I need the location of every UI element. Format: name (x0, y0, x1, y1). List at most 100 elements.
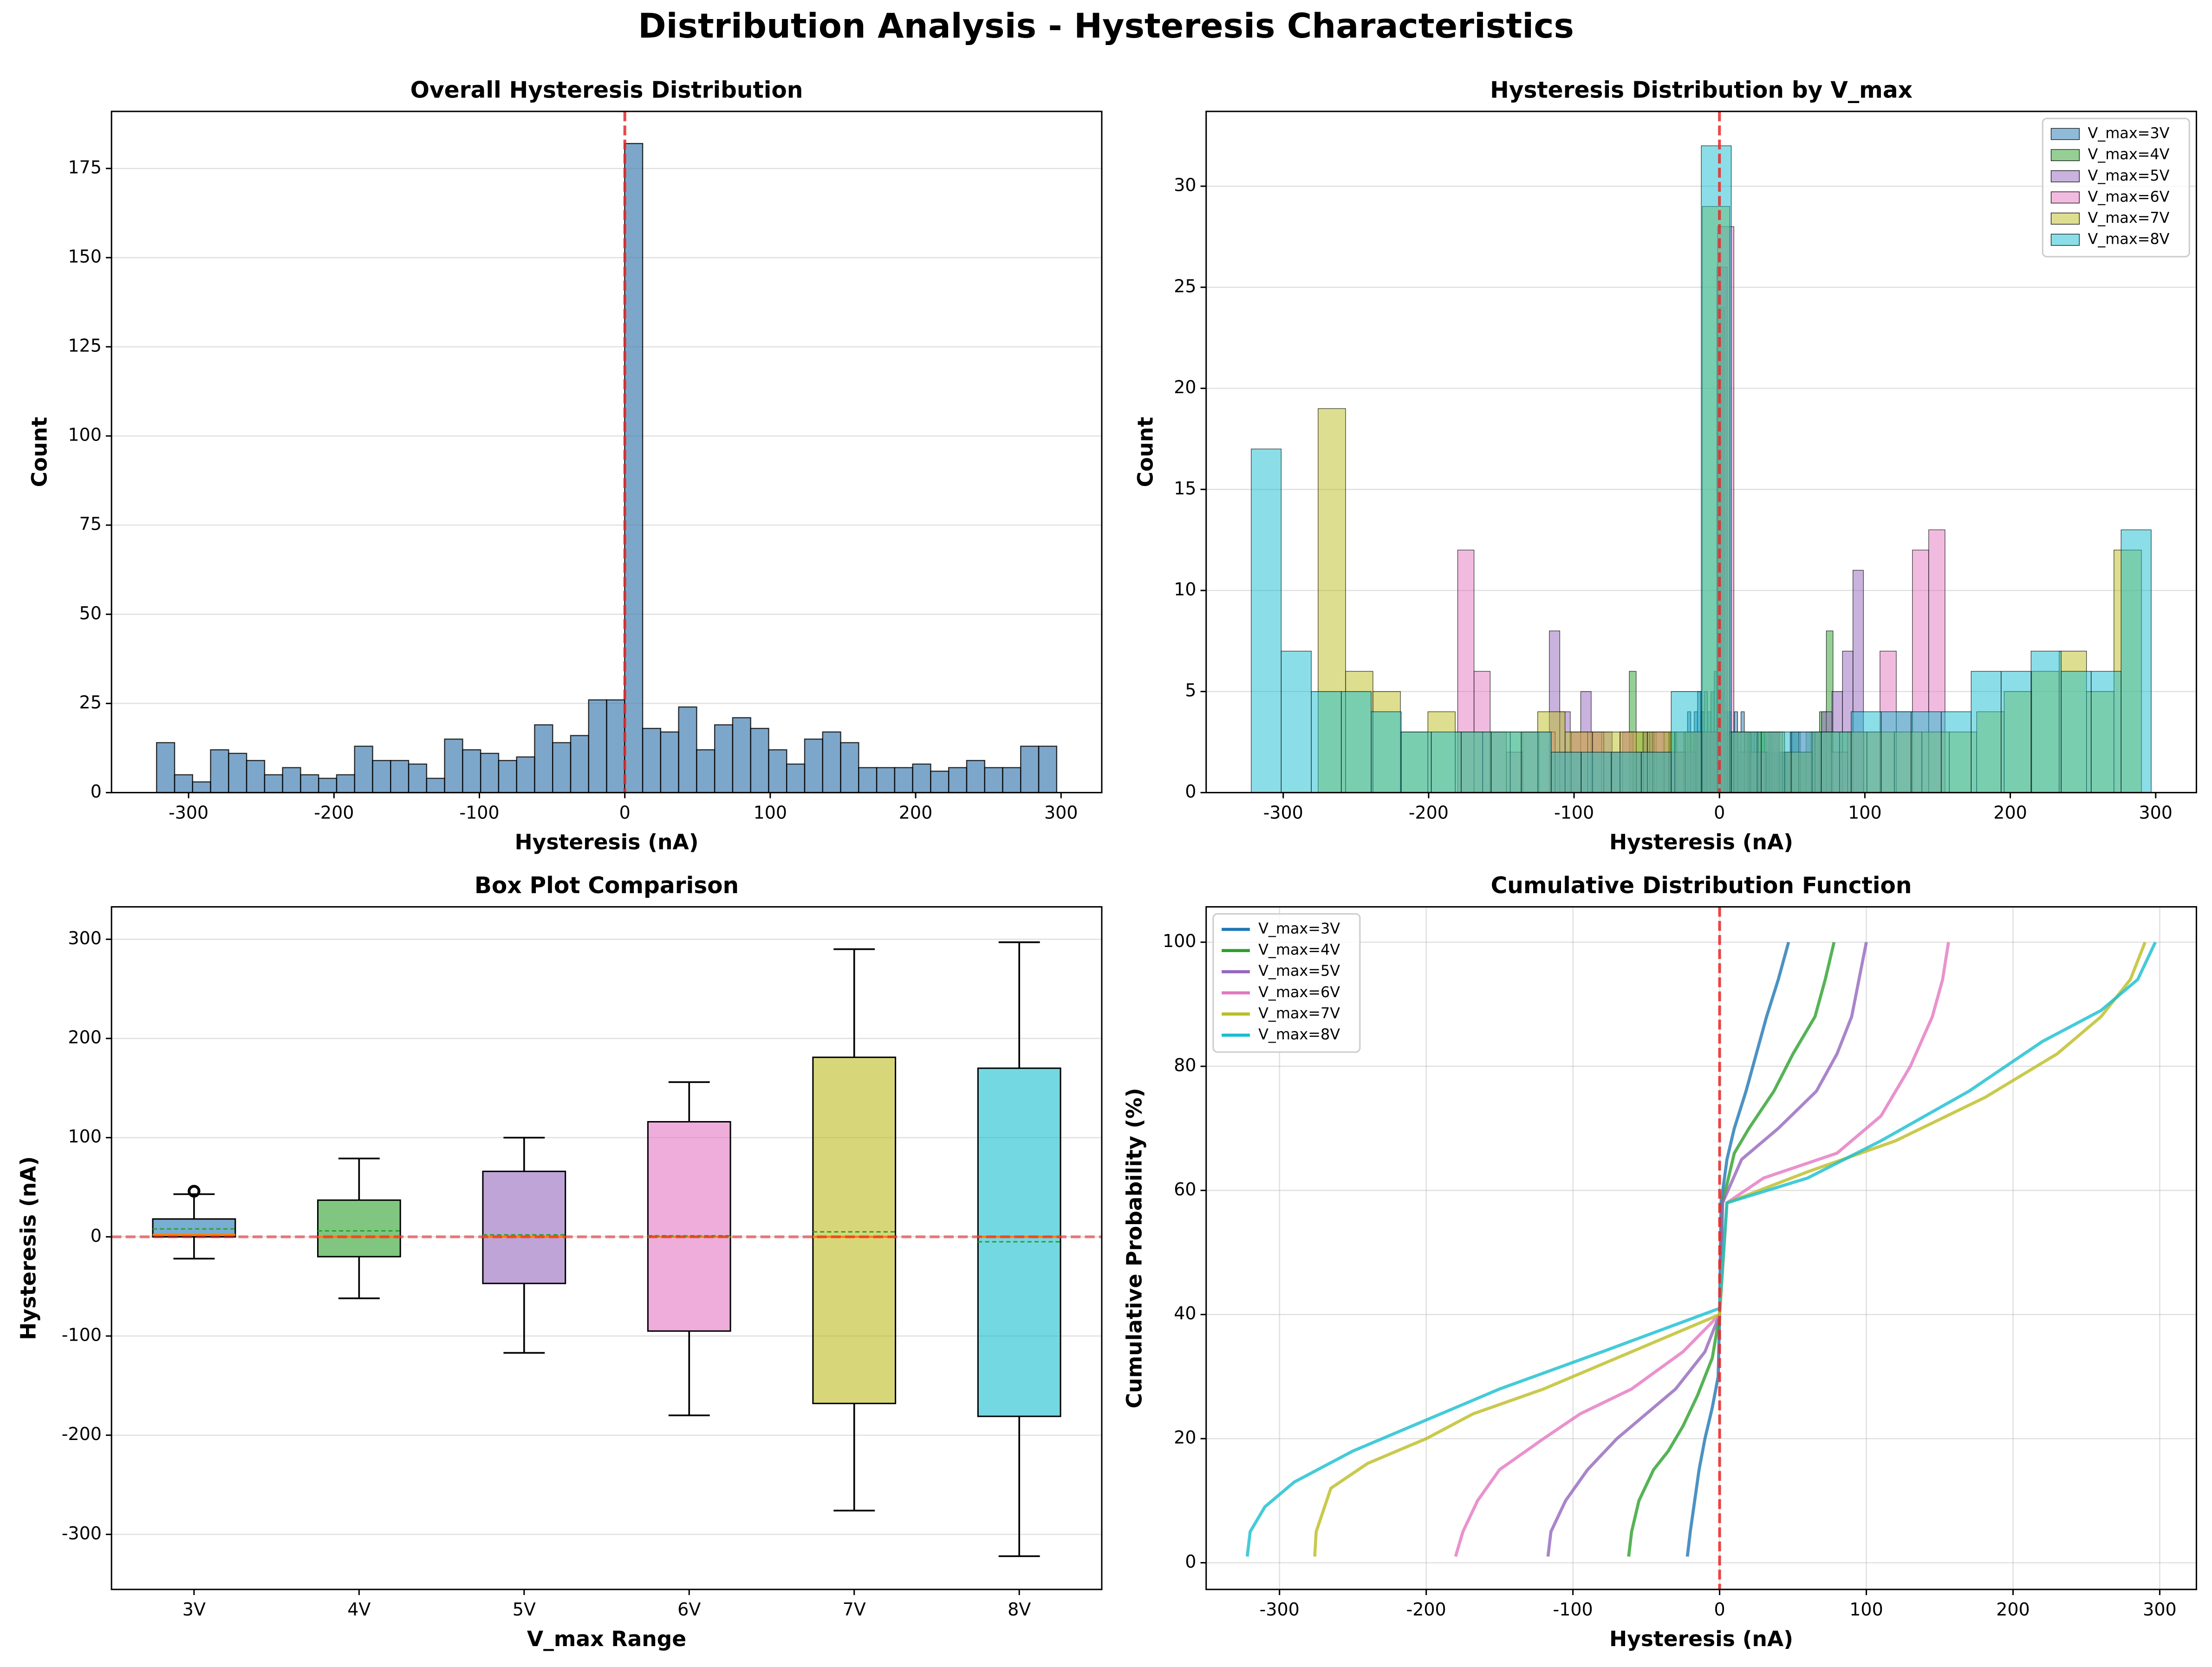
legend-label: V_max=4V (1258, 941, 1340, 959)
x-tick-label: -200 (1406, 1599, 1446, 1620)
y-tick-label: 25 (1174, 276, 1196, 296)
histogram-bar (552, 742, 572, 793)
histogram-bar (2030, 650, 2062, 793)
histogram-bar (894, 767, 913, 793)
histogram-bar (1971, 671, 2002, 793)
histogram-bar (714, 724, 734, 793)
panel: 0 20 40 60 80 100 -300 -200 -100 0 100 200 300 Cumula… (1122, 873, 2197, 1651)
x-tick-label: -300 (169, 802, 208, 823)
y-tick-label: 125 (68, 336, 101, 356)
y-axis-label: Count (1133, 417, 1158, 487)
x-axis-label: V_max Range (527, 1627, 686, 1651)
histogram-bar (822, 731, 841, 793)
y-tick-label: 20 (1174, 377, 1196, 397)
y-axis-label: Hysteresis (nA) (16, 1156, 40, 1340)
x-tick-label: -100 (1554, 802, 1594, 823)
box (812, 1057, 897, 1404)
x-tick-label: -200 (314, 802, 354, 823)
y-tick-label: 0 (1185, 781, 1196, 802)
x-tick-label: 0 (619, 802, 631, 823)
histogram-bar (408, 763, 428, 793)
x-tick-label: 8V (1008, 1599, 1031, 1620)
y-tick-label: 50 (79, 603, 102, 623)
legend-label: V_max=3V (1258, 920, 1340, 937)
axes-frame (111, 110, 1103, 793)
histogram-bar (1311, 691, 1342, 793)
histogram-bar (1671, 691, 1702, 793)
legend-label: V_max=5V (1258, 962, 1340, 979)
axes-frame (1205, 906, 2197, 1590)
histogram-bar (696, 749, 716, 793)
y-tick-label: -200 (62, 1424, 102, 1444)
histogram-bar (642, 727, 662, 793)
histogram-bar (1020, 746, 1040, 793)
histogram-bar (930, 771, 950, 793)
y-tick-label: 15 (1174, 478, 1196, 499)
y-tick-label: 0 (91, 781, 102, 802)
y-tick-label: 100 (68, 425, 101, 445)
y-axis-label: Count (27, 417, 52, 487)
histogram-bar (570, 735, 589, 793)
histogram-bar (750, 727, 769, 793)
histogram-bar (1731, 732, 1762, 793)
x-tick-label: -300 (1260, 1599, 1300, 1620)
x-tick-label: 100 (754, 802, 787, 823)
x-tick-label: 6V (677, 1599, 701, 1620)
y-tick-label: 300 (68, 928, 101, 948)
histogram-bar (1701, 145, 1732, 793)
histogram-bar (192, 781, 211, 793)
histogram-bar (1880, 711, 1912, 793)
y-axis-label: Cumulative Probability (%) (1122, 1088, 1146, 1408)
histogram-bar (336, 774, 355, 793)
histogram-bar (210, 749, 229, 793)
histogram-bar (390, 760, 410, 793)
y-tick-label: 10 (1174, 579, 1196, 599)
histogram-bar (1551, 752, 1581, 793)
y-tick-label: 75 (79, 514, 102, 534)
y-tick-label: 20 (1174, 1427, 1196, 1448)
x-tick-label: 0 (1714, 1599, 1725, 1620)
y-tick-label: 0 (91, 1226, 102, 1246)
axes-title: Box Plot Comparison (475, 873, 739, 899)
histogram-bar (1401, 732, 1432, 793)
histogram-bar (786, 763, 806, 793)
histogram-bar (912, 763, 931, 793)
histogram-bar (2001, 671, 2031, 793)
x-axis-label: Hysteresis (nA) (1609, 830, 1793, 854)
histogram-bar (1821, 732, 1852, 793)
histogram-bar (678, 706, 697, 793)
legend-label: V_max=5V (2088, 167, 2169, 184)
histogram-bar (246, 760, 266, 793)
histogram-bar (1641, 752, 1672, 793)
y-tick-label: -300 (62, 1523, 102, 1544)
histogram-bar (1911, 711, 1942, 793)
panel: -300 -200 -100 0 100 200 300 3V 4V 5V 6V 7V 8V Box Pl… (16, 873, 1103, 1651)
cdf-line (1313, 941, 2147, 1557)
legend-swatch (2050, 191, 2080, 204)
histogram-bar (2061, 671, 2092, 793)
histogram-bar (840, 742, 859, 793)
legend-label: V_max=7V (2088, 209, 2169, 227)
axes-title: Cumulative Distribution Function (1491, 873, 1912, 899)
x-tick-label: 7V (843, 1599, 866, 1620)
box (482, 1170, 566, 1284)
histogram-bar (1581, 752, 1612, 793)
histogram-bar (2091, 671, 2121, 793)
histogram-bar (1941, 711, 1971, 793)
y-tick-label: 40 (1174, 1303, 1196, 1323)
outlier (188, 1185, 201, 1198)
x-tick-label: 200 (1996, 1599, 2030, 1620)
box (647, 1121, 731, 1332)
histogram-bar (1431, 732, 1462, 793)
histogram-bar (1281, 650, 1312, 793)
histogram-bar (498, 760, 517, 793)
histogram-bar (660, 731, 679, 793)
histogram-bar (426, 778, 445, 793)
histogram-bar (300, 774, 319, 793)
legend-swatch (2050, 149, 2080, 161)
histogram-bar (1521, 732, 1552, 793)
figure-title: Distribution Analysis - Hysteresis Chara… (638, 6, 1574, 46)
histogram-bar (768, 749, 787, 793)
histogram-bar (1371, 711, 1402, 793)
